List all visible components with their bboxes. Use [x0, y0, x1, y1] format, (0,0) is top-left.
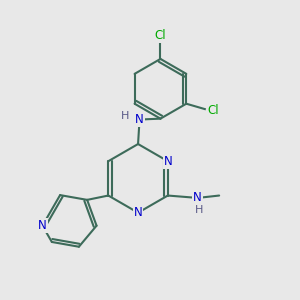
- Text: Cl: Cl: [207, 104, 219, 117]
- Text: N: N: [193, 191, 202, 204]
- Text: H: H: [195, 205, 203, 215]
- Text: N: N: [164, 155, 172, 168]
- Text: N: N: [134, 206, 142, 219]
- Text: N: N: [135, 113, 144, 126]
- Text: Cl: Cl: [154, 29, 166, 42]
- Text: N: N: [38, 219, 47, 232]
- Text: H: H: [121, 111, 129, 121]
